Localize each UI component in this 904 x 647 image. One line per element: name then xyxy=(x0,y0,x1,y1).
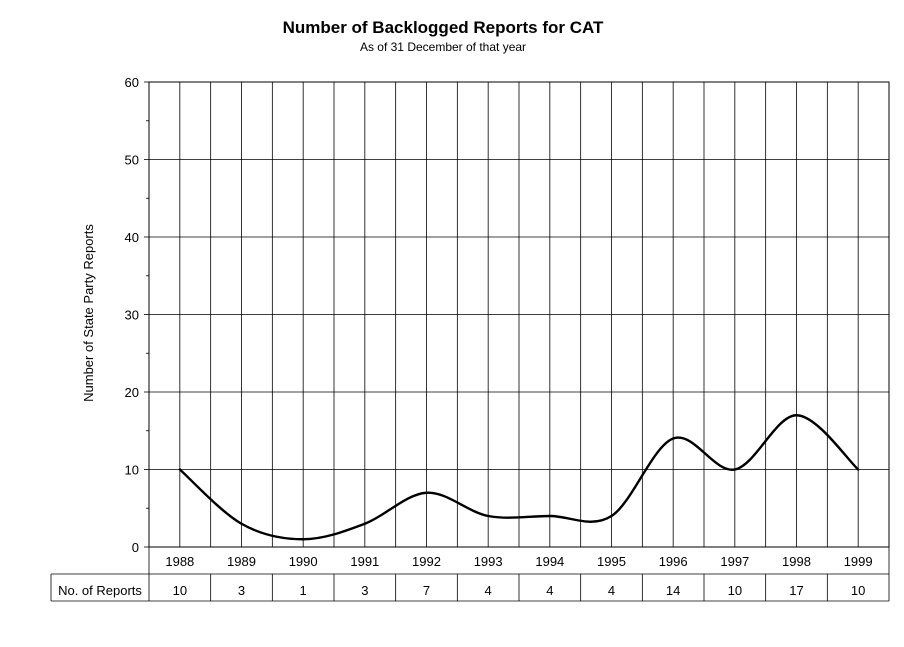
x-tick-label: 1999 xyxy=(844,554,873,569)
data-point xyxy=(486,514,490,518)
table-cell: 10 xyxy=(728,583,742,598)
data-point xyxy=(856,468,860,471)
table-cell: 1 xyxy=(300,583,307,598)
data-point xyxy=(795,414,798,417)
data-point xyxy=(671,437,675,440)
data-point xyxy=(301,538,305,541)
data-point xyxy=(240,522,243,525)
data-point xyxy=(548,514,552,518)
plot-frame xyxy=(148,81,890,548)
axes: 0 10 20 30 40 50 60 1988 1989 1990 1991 1992 1993 199… xyxy=(125,75,890,569)
series-layer xyxy=(178,414,860,541)
table-cell: 17 xyxy=(789,583,803,598)
chart-title: Number of Backlogged Reports for CAT xyxy=(283,18,604,37)
x-tick-label: 1996 xyxy=(659,554,688,569)
grid xyxy=(149,81,889,548)
chart-subtitle: As of 31 December of that year xyxy=(360,40,526,54)
y-tick-label: 60 xyxy=(125,75,139,90)
y-tick-label: 40 xyxy=(125,230,139,245)
series-line xyxy=(179,414,859,541)
x-tick-label: 1997 xyxy=(720,554,749,569)
y-tick-label: 20 xyxy=(125,385,139,400)
y-tick-label: 0 xyxy=(132,540,139,555)
x-tick-label: 1993 xyxy=(474,554,503,569)
y-axis-label: Number of State Party Reports xyxy=(81,224,96,402)
table-cell: 10 xyxy=(851,583,865,598)
table-cell: 3 xyxy=(238,583,245,598)
x-tick-label: 1990 xyxy=(289,554,318,569)
data-point xyxy=(425,491,428,494)
table-cell: 3 xyxy=(361,583,368,598)
y-tick-label: 50 xyxy=(125,153,139,168)
table-cell: 10 xyxy=(173,583,187,598)
table-row-label: No. of Reports xyxy=(58,583,142,598)
x-tick-label: 1988 xyxy=(165,554,194,569)
data-point xyxy=(363,522,367,525)
x-tick-label: 1992 xyxy=(412,554,441,569)
table-cell: 4 xyxy=(546,583,553,598)
x-tick-label: 1989 xyxy=(227,554,256,569)
table-cell: 4 xyxy=(485,583,492,598)
y-tick-label: 10 xyxy=(125,463,139,478)
table-cell: 4 xyxy=(608,583,615,598)
x-tick-label: 1995 xyxy=(597,554,626,569)
data-table: No. of Reports 10 3 1 3 7 4 4 4 14 10 17 10 xyxy=(50,547,890,602)
data-point xyxy=(610,514,613,518)
table-cell: 7 xyxy=(423,583,430,598)
x-tick-label: 1994 xyxy=(535,554,564,569)
y-tick-label: 30 xyxy=(125,308,139,323)
x-tick-label: 1991 xyxy=(350,554,379,569)
data-point xyxy=(733,468,737,471)
table-cell: 14 xyxy=(666,583,680,598)
data-point xyxy=(178,468,182,471)
x-tick-label: 1998 xyxy=(782,554,811,569)
